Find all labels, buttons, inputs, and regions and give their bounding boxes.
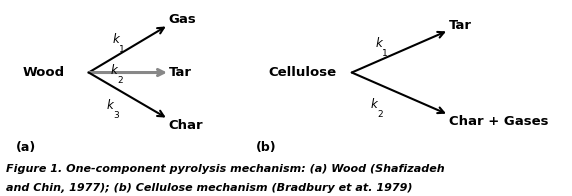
Text: Tar: Tar <box>449 19 472 32</box>
Text: 3: 3 <box>113 111 119 120</box>
Text: Figure 1. One-component pyrolysis mechanism: (a) Wood (Shafizadeh: Figure 1. One-component pyrolysis mechan… <box>6 163 444 174</box>
Text: $k$: $k$ <box>375 36 384 50</box>
Text: Gas: Gas <box>169 13 197 26</box>
Text: 2: 2 <box>118 76 124 85</box>
Text: Tar: Tar <box>169 66 192 79</box>
Text: and Chin, 1977); (b) Cellulose mechanism (Bradbury et at. 1979): and Chin, 1977); (b) Cellulose mechanism… <box>6 183 412 193</box>
Text: $k$: $k$ <box>110 63 120 77</box>
Text: Wood: Wood <box>23 66 65 79</box>
Text: $k$: $k$ <box>370 97 379 111</box>
Text: Cellulose: Cellulose <box>269 66 337 79</box>
Text: $k$: $k$ <box>106 98 115 112</box>
Text: (a): (a) <box>15 141 36 153</box>
Text: Char: Char <box>169 119 204 132</box>
Text: 1: 1 <box>382 49 388 58</box>
Text: $k$: $k$ <box>112 32 121 46</box>
Text: (b): (b) <box>256 141 276 153</box>
Text: Char + Gases: Char + Gases <box>449 115 549 128</box>
Text: 2: 2 <box>378 110 383 119</box>
Text: 1: 1 <box>119 45 125 54</box>
